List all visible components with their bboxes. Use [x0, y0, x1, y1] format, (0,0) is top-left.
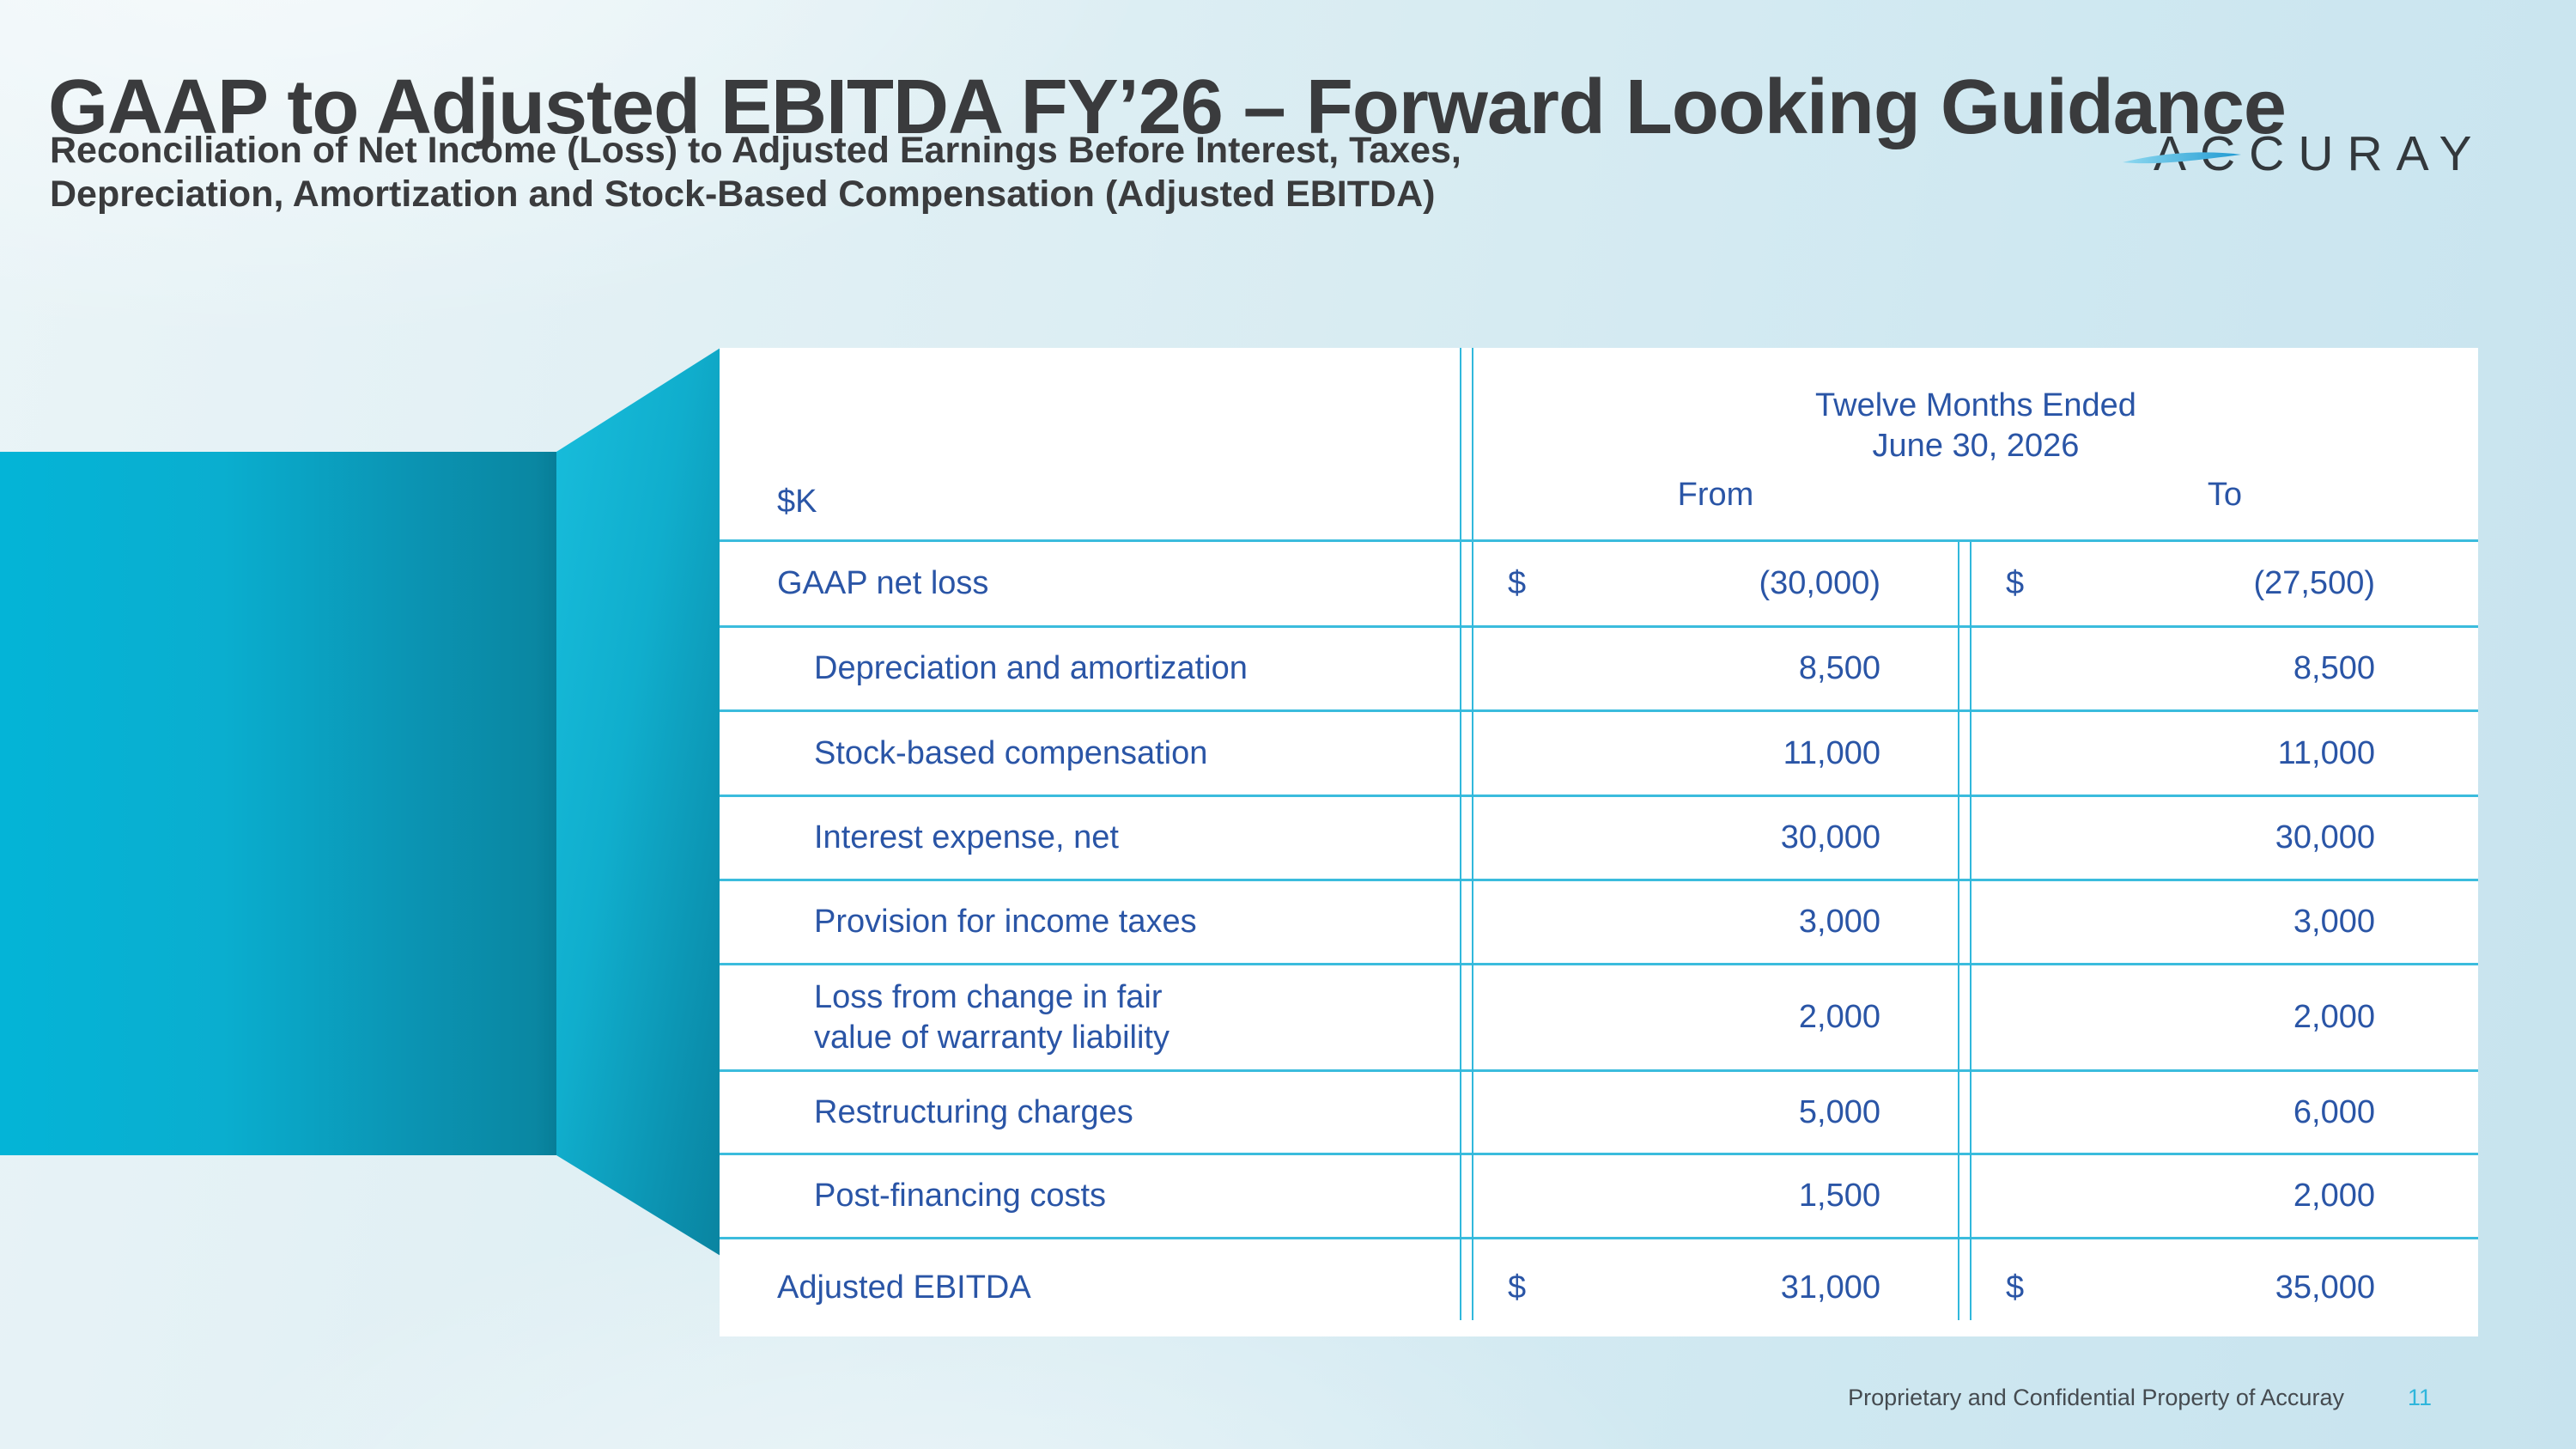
to-value-cell: 2,000 — [1958, 1155, 2478, 1237]
to-value: (27,500) — [2253, 565, 2375, 601]
from-value: 31,000 — [1780, 1269, 1880, 1306]
to-value: 2,000 — [2293, 1178, 2375, 1214]
to-value: 8,500 — [2293, 650, 2375, 686]
column-header-to: To — [2207, 477, 2243, 513]
table-row: Stock-based compensation 11,000 11,000 — [720, 712, 2478, 797]
column-header-from: From — [1677, 477, 1754, 513]
from-value-cell: 1,500 — [1460, 1155, 1958, 1237]
row-label: Provision for income taxes — [814, 904, 1197, 940]
to-value: 30,000 — [2275, 819, 2375, 855]
from-value-cell: 3,000 — [1460, 881, 1958, 963]
from-value: 2,000 — [1798, 999, 1880, 1035]
row-label: Depreciation and amortization — [814, 650, 1248, 686]
from-value: (30,000) — [1759, 565, 1880, 601]
logo-swoosh-icon — [2123, 152, 2241, 164]
to-value: 11,000 — [2277, 734, 2375, 771]
to-value-cell: 8,500 — [1958, 628, 2478, 709]
dollar-sign: $ — [2006, 1269, 2025, 1306]
from-value-cell: 2,000 — [1460, 965, 1958, 1069]
slide-footer: Proprietary and Confidential Property of… — [1848, 1385, 2432, 1411]
table-row: Provision for income taxes 3,000 3,000 — [720, 881, 2478, 965]
from-value-cell: 5,000 — [1460, 1072, 1958, 1153]
from-value-cell: 8,500 — [1460, 628, 1958, 709]
table-row: Interest expense, net 30,000 30,000 — [720, 797, 2478, 881]
to-value-cell: 2,000 — [1958, 965, 2478, 1069]
from-value-cell: $ (30,000) — [1460, 542, 1958, 625]
table-row: GAAP net loss $ (30,000) $ (27,500) — [720, 542, 2478, 628]
row-label: Stock-based compensation — [814, 734, 1208, 771]
from-value-cell: 11,000 — [1460, 712, 1958, 795]
reconciliation-table: $K Twelve Months Ended June 30, 2026 Fro… — [720, 348, 2478, 1336]
row-label: Post-financing costs — [814, 1178, 1107, 1214]
units-label: $K — [777, 484, 817, 520]
decorative-teal-panel — [0, 452, 557, 1155]
slide-subtitle: Reconciliation of Net Income (Loss) to A… — [50, 129, 1461, 216]
period-header: Twelve Months Ended June 30, 2026 — [1473, 386, 2478, 466]
to-value: 6,000 — [2293, 1093, 2375, 1130]
table-row: Loss from change in fair value of warran… — [720, 965, 2478, 1072]
page-number: 11 — [2407, 1385, 2432, 1410]
from-value: 3,000 — [1798, 904, 1880, 940]
row-label: GAAP net loss — [777, 565, 989, 601]
from-value-cell: $ 31,000 — [1460, 1239, 1958, 1336]
subtitle-line-2: Depreciation, Amortization and Stock-Bas… — [50, 174, 1436, 215]
to-value-cell: 6,000 — [1958, 1072, 2478, 1153]
row-label: Interest expense, net — [814, 819, 1119, 855]
to-value-cell: $ (27,500) — [1958, 542, 2478, 625]
row-label: Loss from change in fair value of warran… — [814, 978, 1170, 1056]
table-row: Restructuring charges 5,000 6,000 — [720, 1072, 2478, 1155]
column-separator-line — [1472, 348, 1473, 1320]
table-row: Post-financing costs 1,500 2,000 — [720, 1155, 2478, 1239]
column-separator-line — [1958, 540, 1959, 1320]
from-value: 8,500 — [1798, 650, 1880, 686]
subtitle-line-1: Reconciliation of Net Income (Loss) to A… — [50, 130, 1461, 171]
column-separator-line — [1460, 348, 1461, 1320]
from-value: 11,000 — [1783, 734, 1880, 771]
column-separator-line — [1970, 540, 1971, 1320]
table-header: $K Twelve Months Ended June 30, 2026 Fro… — [720, 348, 2478, 542]
from-value: 30,000 — [1780, 819, 1880, 855]
from-value: 5,000 — [1798, 1093, 1880, 1130]
to-value-cell: $ 35,000 — [1958, 1239, 2478, 1336]
to-value: 35,000 — [2275, 1269, 2375, 1306]
table-row: Depreciation and amortization 8,500 8,50… — [720, 628, 2478, 712]
page-title: GAAP to Adjusted EBITDA FY’26 – Forward … — [48, 64, 2287, 151]
to-value-cell: 11,000 — [1958, 712, 2478, 795]
period-header-line-2: June 30, 2026 — [1872, 428, 2080, 464]
to-value: 3,000 — [2293, 904, 2375, 940]
from-value-cell: 30,000 — [1460, 797, 1958, 879]
dollar-sign: $ — [1508, 1269, 1527, 1306]
row-label: Adjusted EBITDA — [777, 1269, 1031, 1306]
to-value-cell: 30,000 — [1958, 797, 2478, 879]
from-value: 1,500 — [1798, 1178, 1880, 1214]
decorative-teal-fold — [556, 348, 720, 1256]
accuray-logo: ACCURAY — [2123, 125, 2471, 186]
dollar-sign: $ — [1508, 565, 1527, 601]
table-row: Adjusted EBITDA $ 31,000 $ 35,000 — [720, 1239, 2478, 1336]
to-value: 2,000 — [2293, 999, 2375, 1035]
period-header-line-1: Twelve Months Ended — [1815, 387, 2136, 423]
to-value-cell: 3,000 — [1958, 881, 2478, 963]
row-label: Restructuring charges — [814, 1093, 1133, 1130]
footer-confidentiality-note: Proprietary and Confidential Property of… — [1848, 1385, 2344, 1410]
dollar-sign: $ — [2006, 565, 2025, 601]
